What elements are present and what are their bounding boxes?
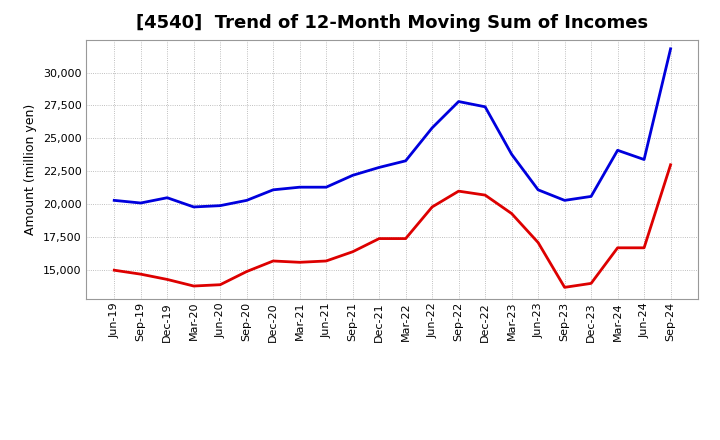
Ordinary Income (534, 187, 542, 192)
Ordinary Income (481, 104, 490, 110)
Ordinary Income (189, 204, 198, 209)
Ordinary Income (428, 125, 436, 131)
Ordinary Income (243, 198, 251, 203)
Title: [4540]  Trend of 12-Month Moving Sum of Incomes: [4540] Trend of 12-Month Moving Sum of I… (136, 15, 649, 33)
Net Income (136, 271, 145, 277)
Net Income (375, 236, 384, 241)
Net Income (163, 277, 171, 282)
Ordinary Income (269, 187, 277, 192)
Net Income (322, 258, 330, 264)
Net Income (216, 282, 225, 287)
Y-axis label: Amount (million yen): Amount (million yen) (24, 104, 37, 235)
Net Income (295, 260, 304, 265)
Net Income (666, 162, 675, 168)
Net Income (508, 211, 516, 216)
Ordinary Income (375, 165, 384, 170)
Ordinary Income (508, 152, 516, 157)
Net Income (428, 204, 436, 209)
Line: Ordinary Income: Ordinary Income (114, 49, 670, 207)
Ordinary Income (110, 198, 119, 203)
Net Income (401, 236, 410, 241)
Net Income (534, 240, 542, 245)
Ordinary Income (295, 184, 304, 190)
Net Income (348, 249, 357, 254)
Ordinary Income (560, 198, 569, 203)
Net Income (110, 268, 119, 273)
Ordinary Income (613, 148, 622, 153)
Net Income (613, 245, 622, 250)
Ordinary Income (216, 203, 225, 208)
Net Income (269, 258, 277, 264)
Ordinary Income (640, 157, 649, 162)
Ordinary Income (401, 158, 410, 164)
Ordinary Income (666, 46, 675, 51)
Line: Net Income: Net Income (114, 165, 670, 287)
Ordinary Income (322, 184, 330, 190)
Net Income (640, 245, 649, 250)
Net Income (243, 269, 251, 274)
Net Income (560, 285, 569, 290)
Ordinary Income (348, 172, 357, 178)
Ordinary Income (136, 200, 145, 205)
Net Income (454, 188, 463, 194)
Ordinary Income (454, 99, 463, 104)
Ordinary Income (163, 195, 171, 200)
Net Income (189, 283, 198, 289)
Net Income (481, 192, 490, 198)
Net Income (587, 281, 595, 286)
Ordinary Income (587, 194, 595, 199)
